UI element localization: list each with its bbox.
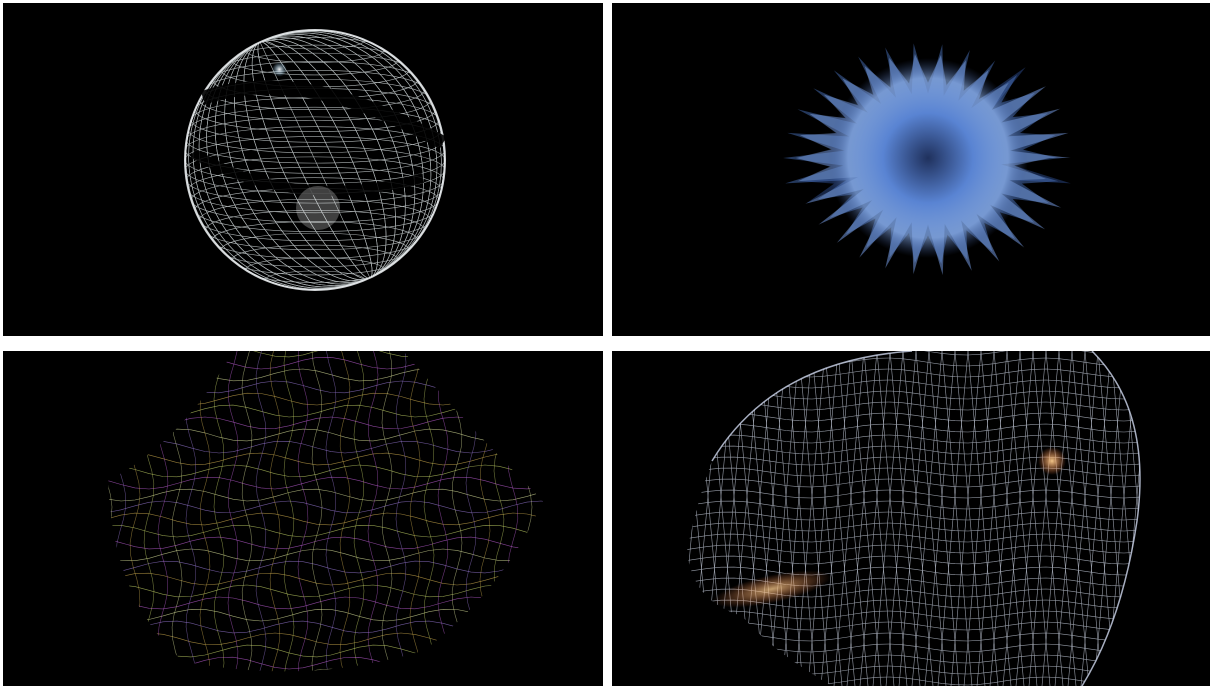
wireframe-head-image <box>687 351 1141 686</box>
panel-wireframe-sphere <box>3 3 603 336</box>
panel-wireframe-terrain <box>3 351 603 686</box>
panel-blue-burst <box>612 3 1210 336</box>
blue-burst-image <box>783 43 1071 276</box>
wireframe-sphere-image <box>184 29 447 291</box>
terrain-mesh <box>108 351 543 672</box>
head-mesh <box>687 351 1140 686</box>
wireframe-terrain-image <box>108 351 543 672</box>
sphere-mesh <box>185 30 445 290</box>
panel-wireframe-head <box>612 351 1210 686</box>
